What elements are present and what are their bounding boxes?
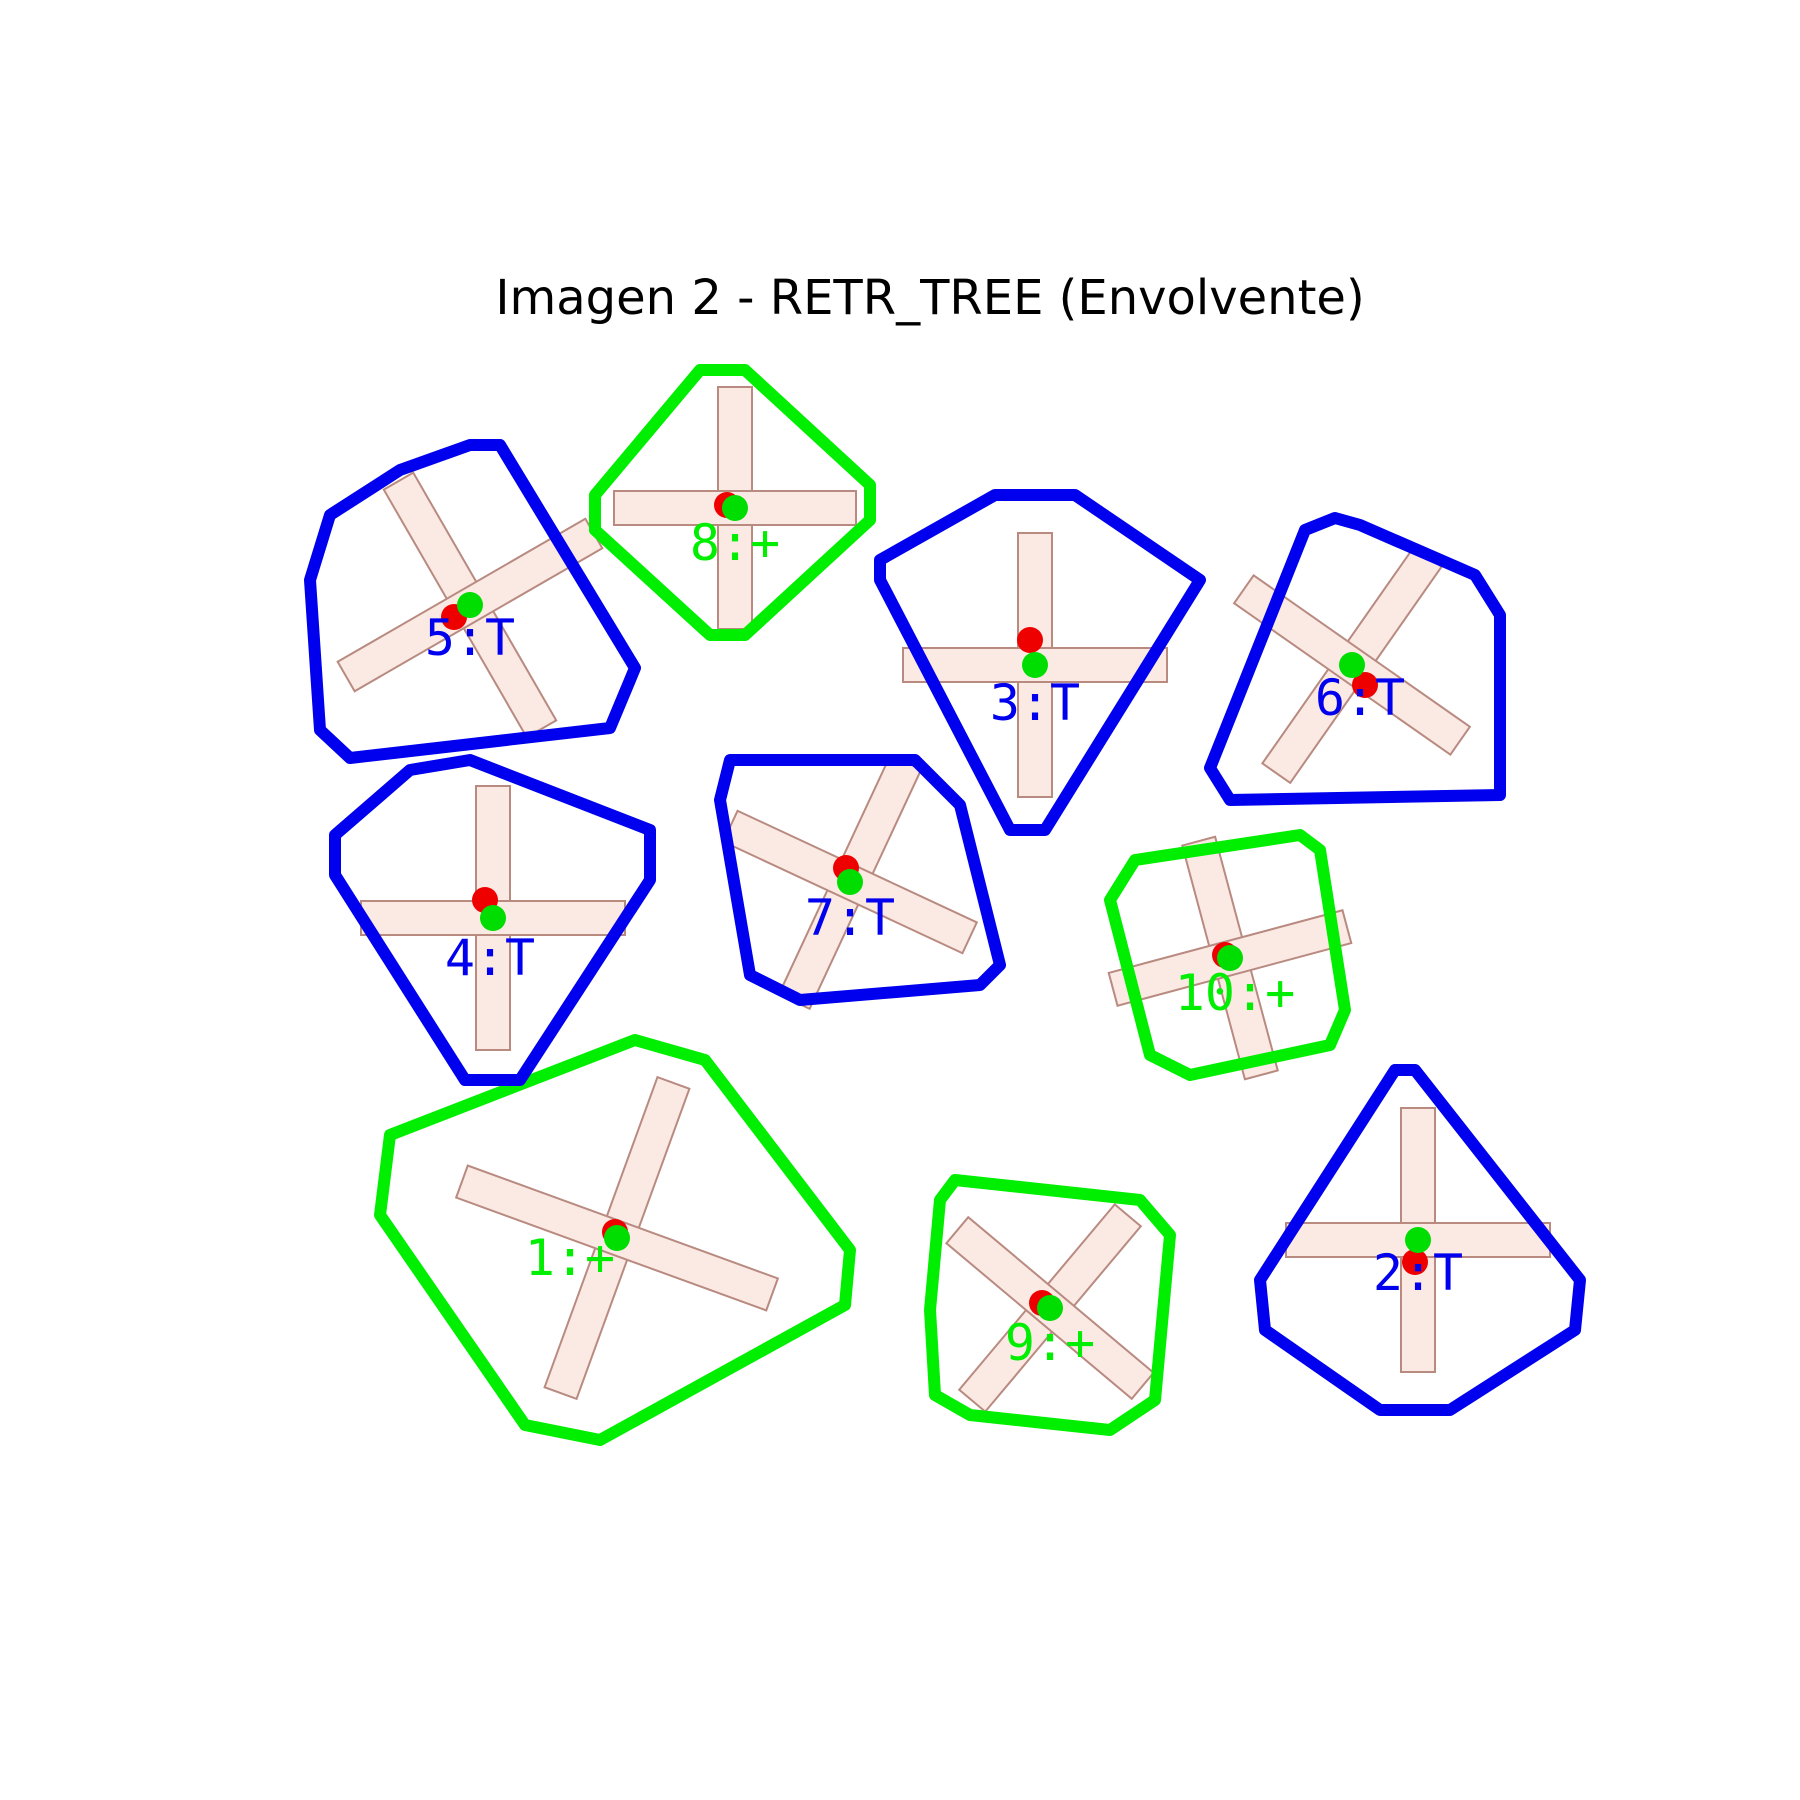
shape-label-2: 2:T [1373,1244,1463,1302]
centroid-red-3 [1017,627,1043,653]
contour-2 [1254,1064,1586,1416]
contour-6 [1204,512,1506,806]
centroid-green-2 [1405,1227,1431,1253]
shape-label-10: 10:+ [1175,964,1295,1022]
contour-3 [874,489,1206,836]
shape-label-6: 6:T [1315,669,1405,727]
shape-label-5: 5:T [425,609,515,667]
shape-label-4: 4:T [445,929,535,987]
shape-label-1: 1:+ [525,1229,615,1287]
contour-9 [924,1174,1176,1436]
figure-title: Imagen 2 - RETR_TREE (Envolvente) [495,270,1365,326]
centroid-red-2 [1402,1249,1428,1275]
centroid-green-3 [1022,652,1048,678]
centroid-green-10 [1217,945,1243,971]
centroid-green-8 [722,495,748,521]
contour-4 [329,754,656,1086]
contour-8 [589,364,876,641]
centroid-green-7 [837,869,863,895]
shape-label-3: 3:T [990,674,1080,732]
contour-1 [374,1034,856,1446]
centroid-red-6 [1352,672,1378,698]
shape-label-7: 7:T [805,889,895,947]
centroid-green-6 [1339,652,1365,678]
centroid-green-5 [457,592,483,618]
contour-10 [1104,829,1351,1081]
centroid-green-4 [480,905,506,931]
centroid-green-1 [604,1225,630,1251]
contour-7 [714,754,1006,1006]
shape-label-9: 9:+ [1005,1314,1095,1372]
centroid-green-9 [1037,1295,1063,1321]
contour-5 [304,439,641,764]
shape-label-8: 8:+ [690,514,780,572]
